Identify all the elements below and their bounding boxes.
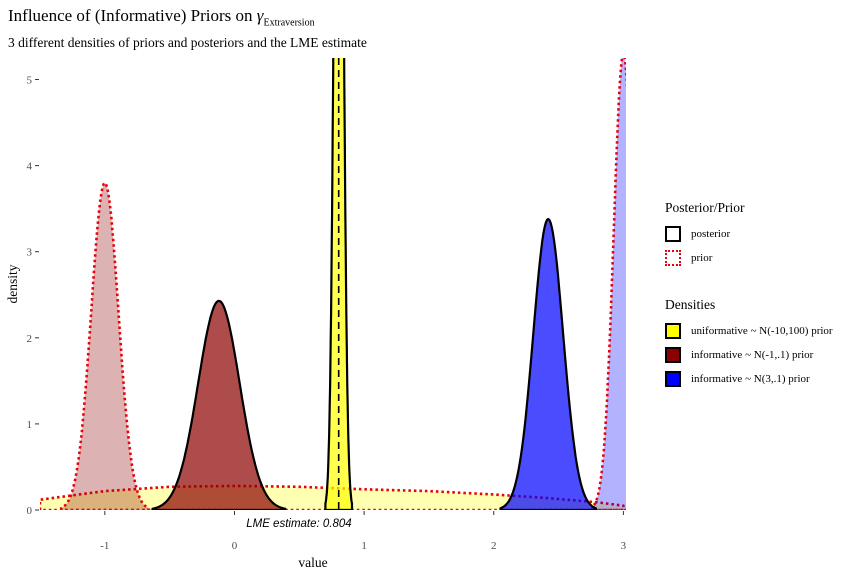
legend-item-prior: prior bbox=[665, 246, 745, 270]
chart-subtitle: 3 different densities of priors and post… bbox=[8, 35, 367, 50]
legend-label-informative-neg: informative ~ N(-1,.1) prior bbox=[691, 349, 814, 361]
chart-title-subscript: Extraversion bbox=[263, 17, 315, 29]
legend-label-posterior: posterior bbox=[691, 228, 731, 240]
x-tick-label: 3 bbox=[621, 540, 627, 552]
chart-title: Influence of (Informative) Priors on γEx… bbox=[8, 6, 315, 28]
lme-estimate-label: LME estimate: 0.804 bbox=[246, 518, 351, 530]
legend-label-informative-pos: informative ~ N(3,.1) prior bbox=[691, 373, 810, 385]
y-tick-label: 1 bbox=[27, 419, 33, 431]
legend-label-uninformative: uniformative ~ N(-10,100) prior bbox=[691, 325, 833, 337]
legend-item-informative-pos: informative ~ N(3,.1) prior bbox=[665, 367, 833, 391]
x-tick-label: 2 bbox=[491, 540, 497, 552]
x-axis-title: value bbox=[298, 555, 327, 570]
legend-densities: Densities uniformative ~ N(-10,100) prio… bbox=[665, 297, 833, 391]
x-tick-label: 0 bbox=[232, 540, 238, 552]
density-posterior-4 bbox=[151, 299, 287, 510]
y-tick-label: 5 bbox=[27, 75, 33, 87]
axes: -1 0 1 2 3 0 1 2 3 4 5 value density bbox=[5, 75, 627, 570]
legend-item-posterior: posterior bbox=[665, 222, 745, 246]
legend-key-informative-neg bbox=[665, 347, 681, 363]
density-posterior-5 bbox=[499, 217, 597, 510]
x-tick-label: 1 bbox=[361, 540, 367, 552]
reference-layer: LME estimate: 0.804 bbox=[246, 58, 352, 530]
y-tick-label: 0 bbox=[27, 505, 33, 517]
density-prior-2 bbox=[591, 58, 626, 510]
x-tick-label: -1 bbox=[100, 540, 109, 552]
legend-item-informative-neg: informative ~ N(-1,.1) prior bbox=[665, 343, 833, 367]
legend-key-uninformative bbox=[665, 323, 681, 339]
legend-item-uninformative: uniformative ~ N(-10,100) prior bbox=[665, 319, 833, 343]
legend-key-informative-pos bbox=[665, 371, 681, 387]
legend-key-prior bbox=[665, 250, 681, 266]
density-prior-1 bbox=[60, 181, 150, 510]
legend-key-posterior bbox=[665, 226, 681, 242]
y-tick-label: 2 bbox=[27, 333, 33, 345]
y-axis-title: density bbox=[5, 264, 20, 303]
chart-title-symbol: γ bbox=[256, 6, 264, 25]
legend-title-posterior-prior: Posterior/Prior bbox=[665, 200, 745, 215]
density-posterior-3 bbox=[324, 58, 354, 510]
chart-title-text: Influence of (Informative) Priors on bbox=[8, 6, 257, 25]
legend-title-densities: Densities bbox=[665, 297, 716, 312]
plot-area bbox=[40, 58, 626, 510]
y-tick-label: 4 bbox=[27, 161, 33, 173]
legend-label-prior: prior bbox=[691, 252, 713, 264]
y-tick-label: 3 bbox=[27, 247, 33, 259]
legend-posterior-prior: Posterior/Prior posterior prior bbox=[665, 200, 745, 270]
